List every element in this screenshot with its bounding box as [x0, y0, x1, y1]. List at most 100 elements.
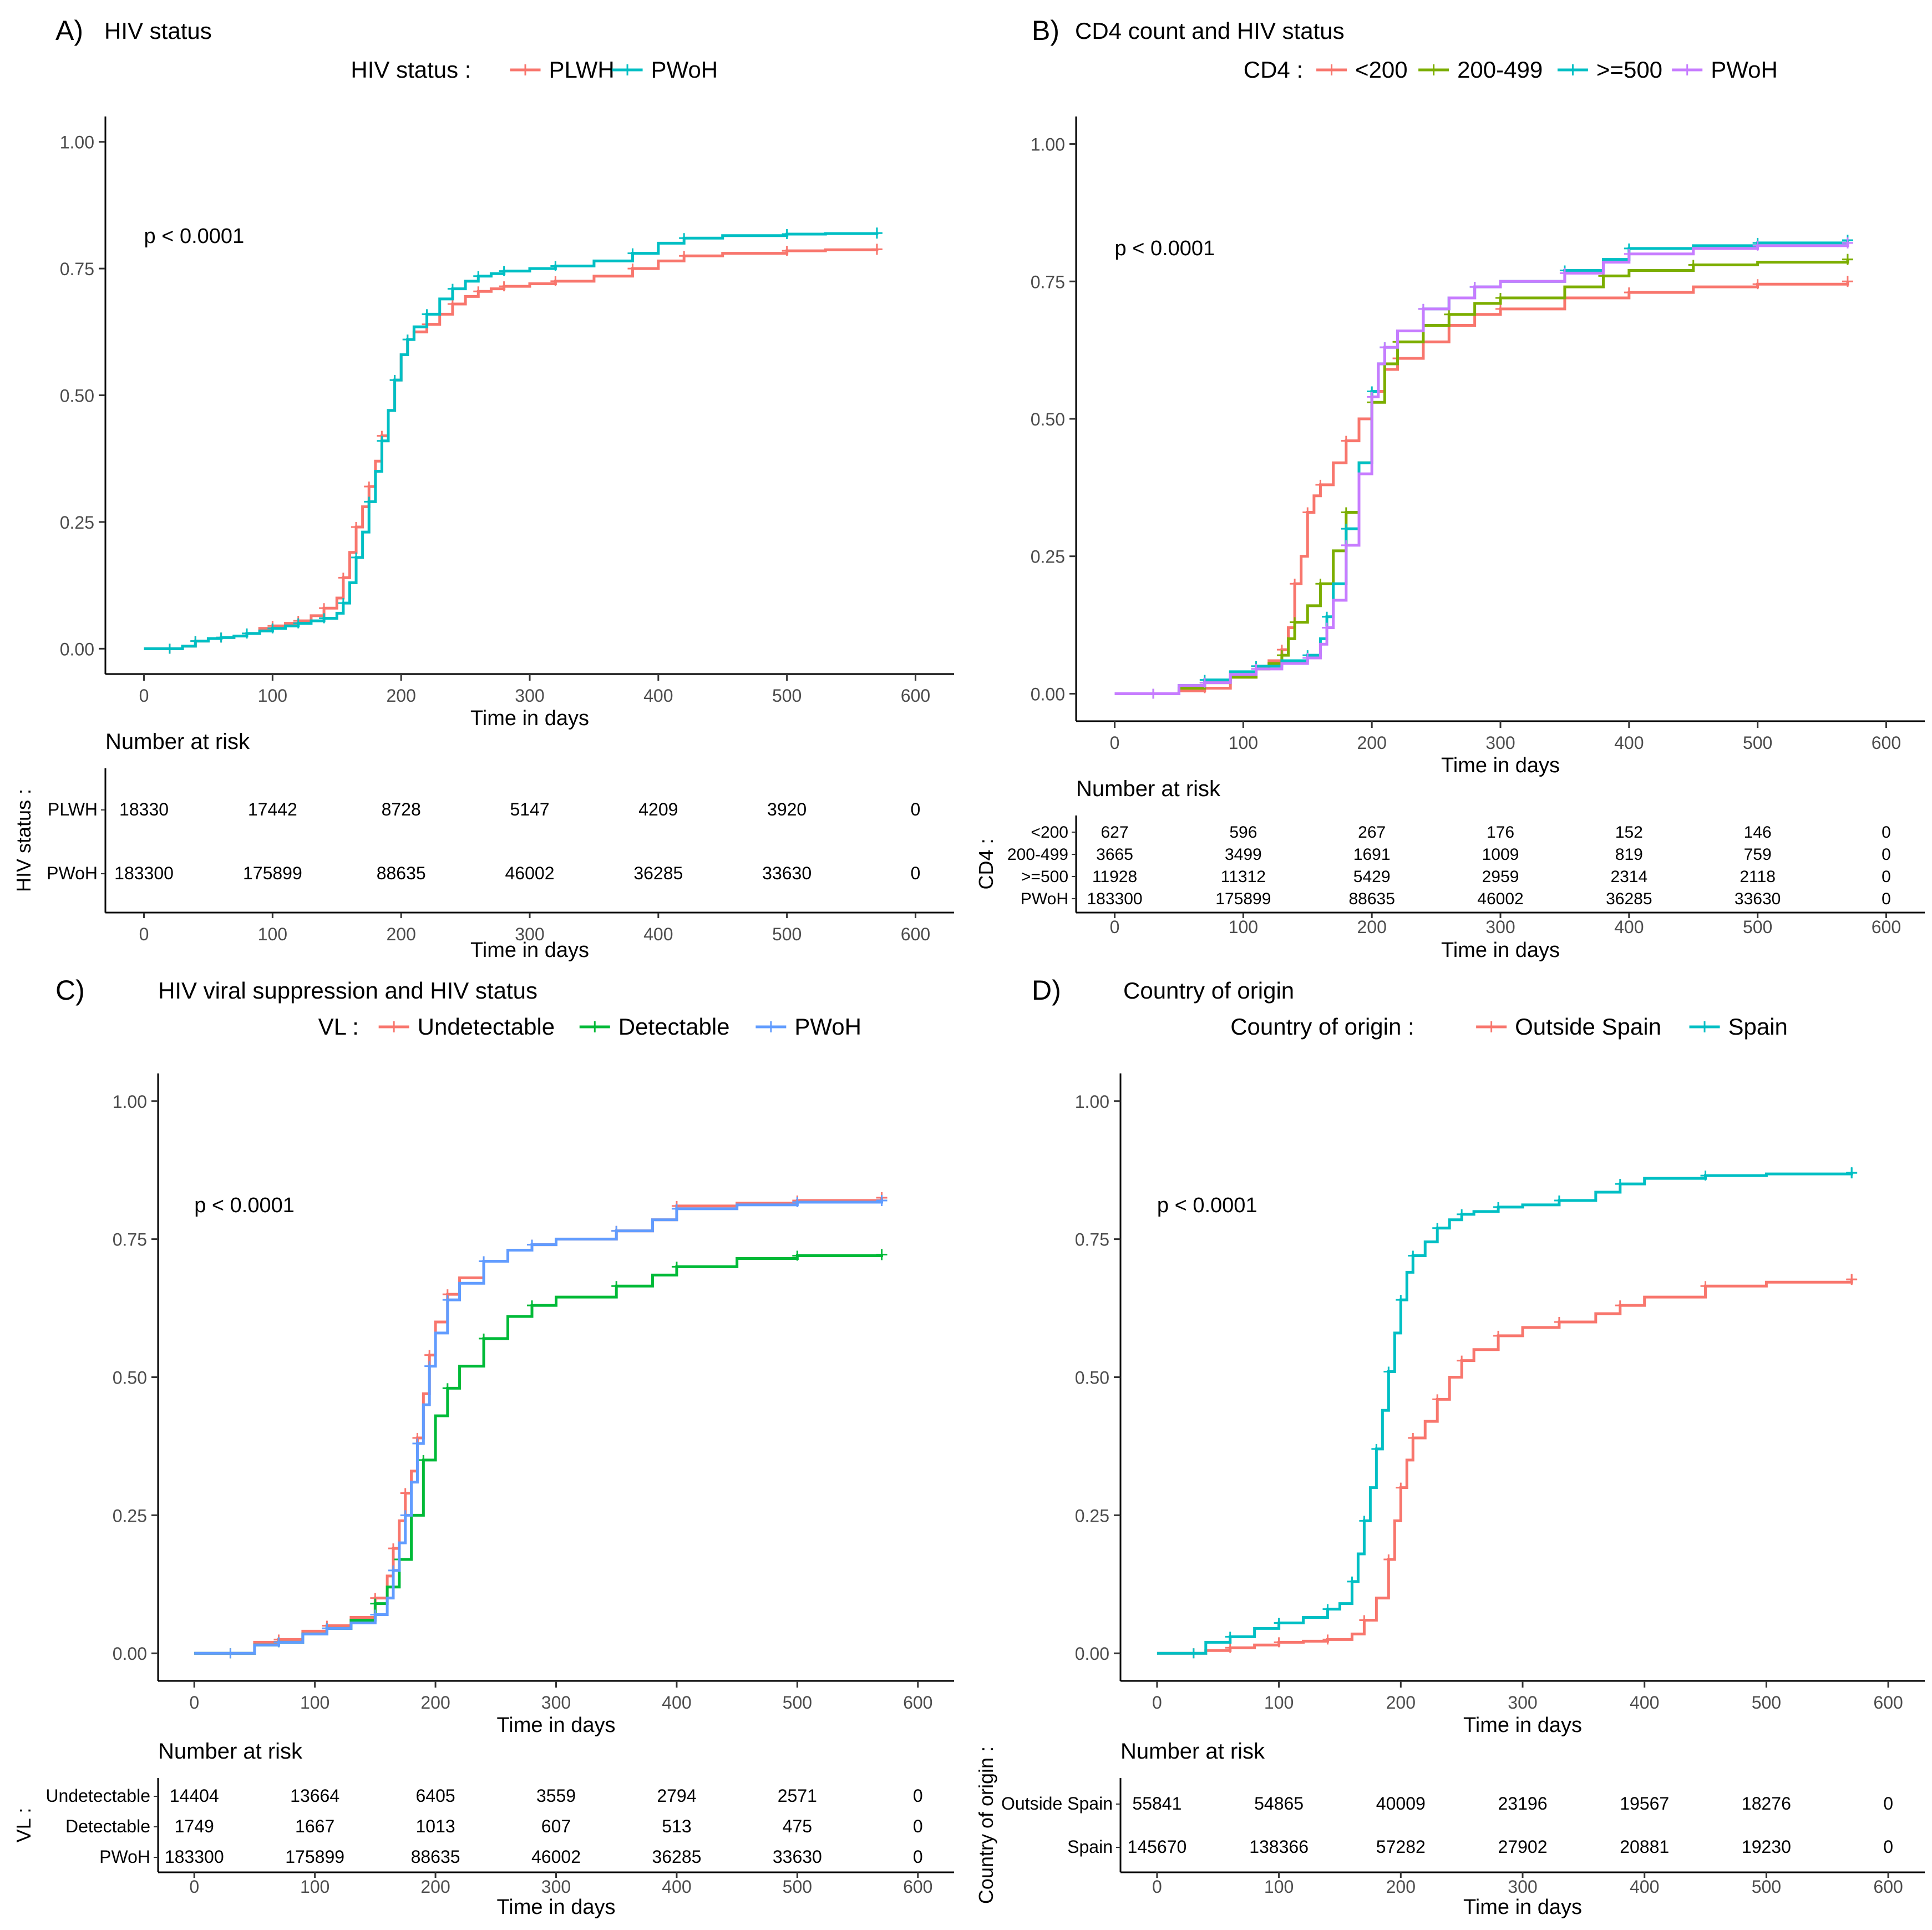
censor-mark [322, 1623, 332, 1634]
censor-mark [388, 1565, 398, 1576]
censor-mark [1347, 1576, 1357, 1587]
risk-table: Number at risk Outside Spain 55841 54865 400… [975, 1739, 1925, 1919]
censor-mark [1493, 1330, 1504, 1341]
censor-mark [1322, 611, 1332, 622]
risk-value: 46002 [531, 1847, 581, 1867]
risk-value: 175899 [1215, 890, 1271, 908]
censor-mark [671, 1262, 682, 1272]
censor-mark [1341, 507, 1351, 518]
censor-mark [1624, 287, 1634, 298]
risk-value: 627 [1101, 823, 1129, 842]
censor-mark [479, 1256, 489, 1267]
x-tick-label: 200 [386, 686, 415, 706]
risk-value: 19567 [1620, 1794, 1669, 1814]
censor-mark [1408, 1433, 1418, 1443]
censor-mark [1842, 254, 1853, 265]
legend: CD4 : <200 200-499 >=500 PWoH [1244, 57, 1778, 83]
x-tick-label: 0 [139, 686, 149, 706]
risk-value: 5147 [510, 799, 549, 819]
panel-a-title: HIV status [104, 18, 212, 44]
legend-item: PLWH [510, 57, 615, 83]
censor-mark [422, 309, 432, 320]
legend-item: Spain [1689, 1014, 1788, 1040]
risk-value: 33630 [773, 1847, 822, 1867]
censor-mark [273, 1637, 284, 1648]
risk-x-tick-label: 300 [1508, 1877, 1537, 1897]
panel-d-label: D) [1032, 975, 1061, 1006]
censor-mark [1302, 507, 1313, 518]
censor-mark [550, 276, 561, 286]
censor-mark [1842, 237, 1853, 249]
censor-mark [1380, 342, 1390, 353]
legend-title: CD4 : [1244, 57, 1303, 83]
censor-mark [1359, 1615, 1370, 1625]
censor-mark [164, 644, 175, 654]
risk-value: 5429 [1353, 868, 1391, 886]
legend-label: Undetectable [418, 1014, 555, 1040]
y-tick-label: 0.50 [113, 1368, 147, 1388]
legend-cross-icon [1485, 1021, 1497, 1032]
risk-strata-axis-label: HIV status : [12, 789, 35, 892]
risk-row-label: PLWH [48, 799, 98, 819]
risk-value: 18330 [119, 799, 169, 819]
risk-value: 2571 [778, 1786, 817, 1806]
risk-value: 2118 [1740, 868, 1776, 886]
risk-value: 513 [662, 1816, 691, 1836]
risk-value: 819 [1615, 845, 1643, 864]
legend-label: Spain [1728, 1014, 1788, 1040]
risk-x-tick-label: 400 [643, 924, 673, 944]
censor-mark [1276, 650, 1287, 661]
risk-value: 36285 [652, 1847, 701, 1867]
risk-x-tick-label: 200 [420, 1877, 450, 1897]
series-pwoh [1114, 237, 1853, 699]
x-tick-label: 0 [189, 1693, 199, 1713]
risk-value: 0 [1882, 823, 1891, 842]
legend-cross-icon [1326, 64, 1337, 75]
risk-value: 0 [1883, 1794, 1893, 1814]
x-axis-title: Time in days [1441, 754, 1560, 777]
legend-label: PWoH [794, 1014, 861, 1040]
risk-x-tick-label: 600 [901, 924, 930, 944]
censor-mark [1383, 1366, 1394, 1377]
risk-x-tick-label: 300 [541, 1877, 571, 1897]
legend-label: Outside Spain [1515, 1014, 1661, 1040]
risk-value: 1749 [175, 1816, 214, 1836]
risk-x-tick-label: 500 [772, 924, 802, 944]
series-outside-spain [1157, 1274, 1858, 1659]
risk-value: 55841 [1132, 1794, 1181, 1814]
x-tick-label: 600 [903, 1693, 932, 1713]
censor-mark [792, 1250, 803, 1261]
censor-mark [499, 266, 509, 276]
censor-mark [1700, 1281, 1711, 1291]
censor-mark [338, 598, 348, 609]
panel-a-label: A) [55, 15, 83, 46]
y-tick-label: 1.00 [1031, 135, 1065, 155]
risk-x-tick-label: 100 [258, 924, 287, 944]
censor-mark [1322, 622, 1332, 633]
censor-mark [1554, 1195, 1564, 1205]
risk-value: 175899 [285, 1847, 344, 1867]
risk-value: 0 [913, 1847, 923, 1867]
risk-value: 0 [913, 1816, 923, 1836]
legend-item: Undetectable [378, 1014, 555, 1040]
censor-mark [1322, 1604, 1333, 1614]
risk-x-axis-title: Time in days [497, 1896, 616, 1919]
risk-x-tick-label: 200 [386, 924, 415, 944]
risk-x-axis-title: Time in days [470, 939, 589, 962]
legend-item: 200-499 [1418, 57, 1543, 83]
km-curve [1157, 1279, 1853, 1655]
risk-x-tick-label: 600 [903, 1877, 932, 1897]
censor-mark [1846, 1274, 1858, 1285]
risk-value: 20881 [1620, 1837, 1669, 1857]
p-value-label: p < 0.0001 [1157, 1194, 1257, 1217]
km-curve [144, 232, 879, 650]
x-tick-label: 300 [1508, 1693, 1537, 1713]
legend-label: 200-499 [1457, 57, 1543, 83]
legend-cross-icon [1567, 64, 1579, 75]
x-tick-label: 100 [1229, 733, 1258, 753]
x-tick-label: 200 [1357, 733, 1386, 753]
censor-mark [550, 261, 561, 271]
x-tick-label: 300 [515, 686, 544, 706]
risk-value: 88635 [1348, 890, 1395, 908]
censor-mark [1554, 1316, 1564, 1327]
